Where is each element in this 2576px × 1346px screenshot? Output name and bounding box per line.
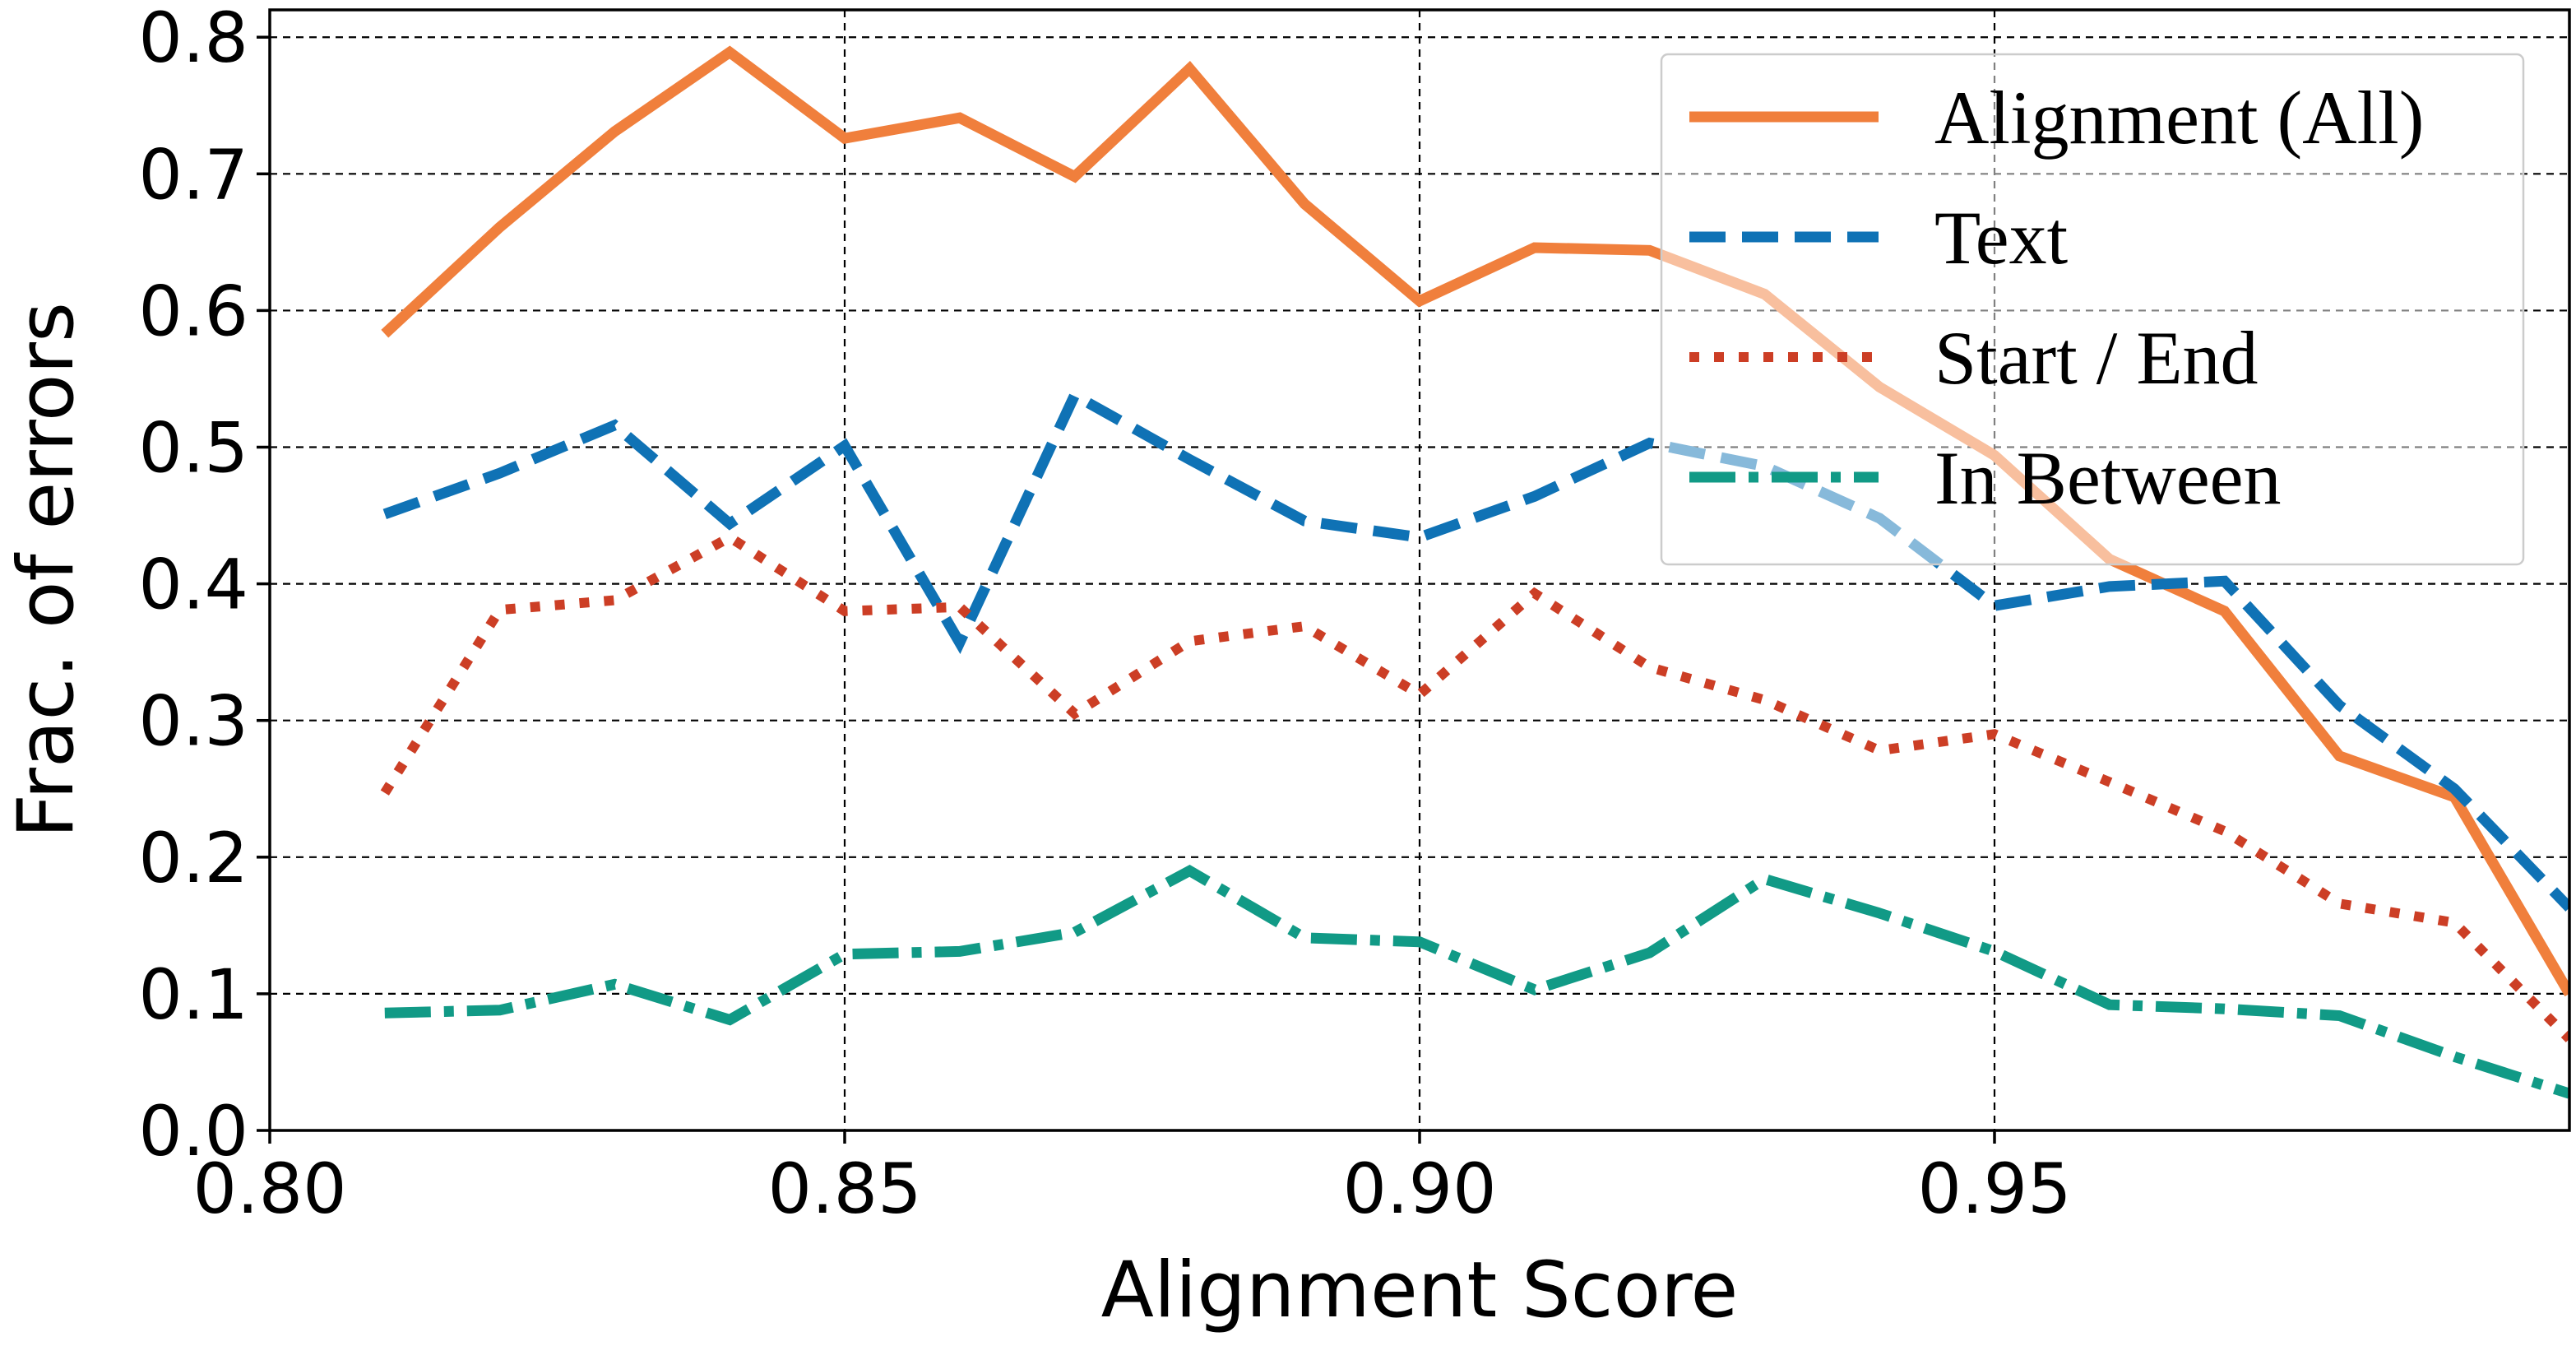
y-axis-title: Frac. of errors (2, 302, 91, 838)
series-lines (380, 45, 2569, 1099)
y-tick-label: 0.4 (138, 545, 248, 625)
y-tick-label: 0.5 (138, 408, 248, 489)
x-tick-label: 0.80 (192, 1149, 346, 1229)
y-tick-label: 0.3 (138, 681, 248, 762)
series-line-start-end (380, 531, 2569, 1042)
series-line-in-between (384, 864, 2569, 1099)
legend-box (1660, 53, 2525, 566)
legend-label: Start / End (1934, 316, 2259, 400)
legend-label: Text (1934, 196, 2069, 280)
y-tick-label: 0.8 (138, 0, 248, 78)
legend-label: Alignment (All) (1934, 76, 2424, 160)
x-tick-label: 0.85 (767, 1149, 921, 1229)
legend: Alignment (All) Text Start / End In Between (1660, 53, 2525, 566)
x-axis-title: Alignment Score (1101, 1246, 1739, 1335)
axis-ticks: 0.80 0.85 0.90 0.95 0.0 0.1 0.2 0.3 0.4 0.5 0.6 0.7… (138, 0, 2071, 1229)
y-tick-label: 0.6 (138, 271, 248, 351)
y-tick-label: 0.7 (138, 134, 248, 215)
y-tick-label: 0.0 (138, 1091, 248, 1172)
y-tick-label: 0.2 (138, 818, 248, 898)
x-tick-label: 0.95 (1917, 1149, 2071, 1229)
series-line-alignment-all (381, 45, 2569, 997)
legend-label: In Between (1934, 436, 2282, 520)
series-line-text (382, 388, 2569, 912)
y-tick-label: 0.1 (138, 954, 248, 1035)
x-tick-label: 0.90 (1342, 1149, 1496, 1229)
